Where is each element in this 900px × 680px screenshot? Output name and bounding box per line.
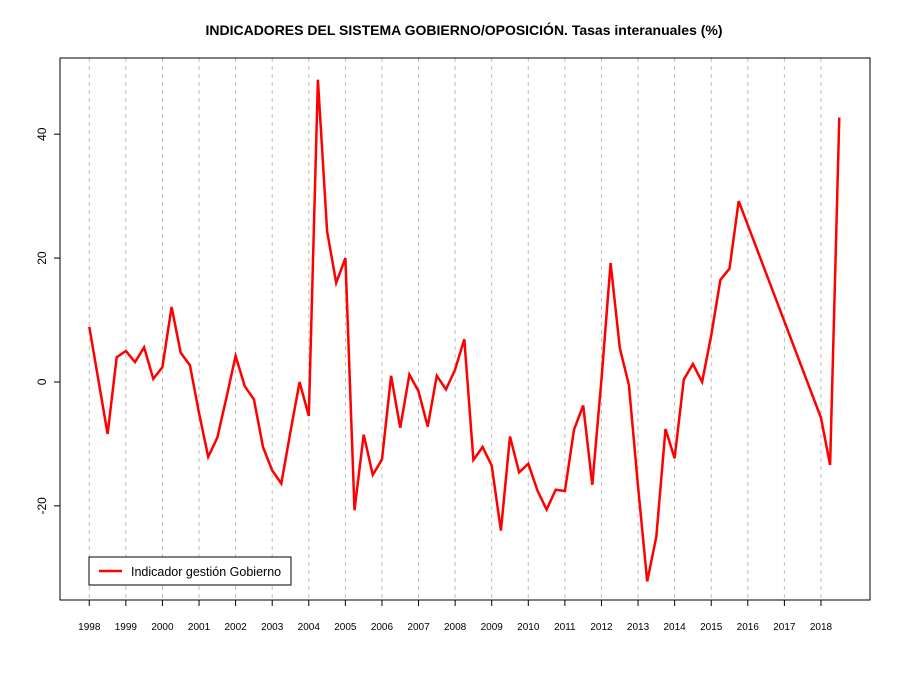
y-tick-label: -20: [35, 497, 49, 515]
y-tick-label: 20: [35, 251, 49, 265]
legend: Indicador gestión Gobierno: [88, 556, 292, 586]
legend-label: Indicador gestión Gobierno: [131, 565, 281, 579]
x-tick-label: 2015: [700, 622, 723, 633]
x-tick-label: 2000: [151, 622, 174, 633]
x-tick-label: 2016: [737, 622, 760, 633]
x-tick-label: 2018: [810, 622, 833, 633]
x-tick-label: 2003: [261, 622, 284, 633]
x-tick-label: 2009: [481, 622, 504, 633]
x-tick-label: 2010: [517, 622, 540, 633]
x-tick-label: 1999: [115, 622, 138, 633]
x-tick-label: 2011: [554, 622, 576, 633]
y-axis: -20 0 20 40: [35, 127, 61, 515]
x-tick-label: 2014: [664, 622, 687, 633]
plot-frame: [59, 57, 871, 601]
x-tick-label: 1998: [78, 622, 101, 633]
x-tick-label: 2007: [407, 622, 430, 633]
x-tick-label: 2012: [590, 622, 613, 633]
series-line: [88, 79, 841, 582]
x-axis: 1998 1999 2000 2001 2002 2003 2004 2005 2006 2007…: [78, 599, 833, 633]
grid-lines: [88, 58, 822, 600]
x-tick-label: 2004: [298, 622, 321, 633]
x-tick-label: 2002: [224, 622, 247, 633]
x-tick-label: 2013: [627, 622, 650, 633]
legend-box: [88, 556, 292, 586]
x-tick-label: 2001: [188, 622, 211, 633]
x-tick-label: 2006: [371, 622, 394, 633]
y-tick-label: 40: [35, 127, 49, 141]
x-tick-label: 2005: [334, 622, 357, 633]
series-layer: [88, 79, 841, 582]
x-tick-label: 2008: [444, 622, 467, 633]
chart-title: INDICADORES DEL SISTEMA GOBIERNO/OPOSICI…: [205, 21, 722, 38]
y-tick-label: 0: [35, 378, 49, 385]
x-tick-label: 2017: [773, 622, 796, 633]
